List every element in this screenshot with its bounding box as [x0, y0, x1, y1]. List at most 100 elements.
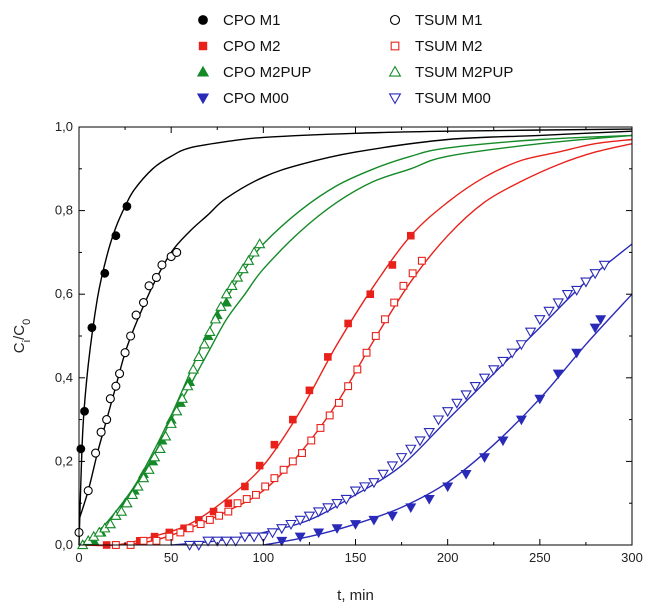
- point-cpo-m00: [442, 482, 454, 493]
- point-tsum-m2: [185, 524, 194, 533]
- point-tsum-m2pup: [209, 313, 222, 324]
- point-tsum-m00: [377, 469, 389, 480]
- point-tsum-m00: [432, 415, 445, 426]
- point-tsum-m1: [120, 348, 130, 358]
- point-cpo-m2: [270, 440, 279, 449]
- point-tsum-m00: [552, 298, 565, 309]
- point-tsum-m2pup: [115, 505, 128, 516]
- point-tsum-m1: [151, 272, 161, 283]
- point-tsum-m00: [266, 528, 279, 539]
- point-tsum-m00: [506, 348, 518, 359]
- legend-label-cpo-m1: CPO M1: [223, 12, 281, 29]
- point-tsum-m00: [322, 503, 334, 514]
- legend-marker-tsum-m2: [390, 41, 400, 51]
- x-tick-label: 50: [164, 550, 178, 565]
- point-cpo-m00: [405, 503, 417, 513]
- point-cpo-m2: [305, 386, 314, 395]
- point-cpo-m00: [368, 515, 380, 526]
- point-tsum-m2: [176, 528, 185, 537]
- point-tsum-m1: [115, 369, 125, 379]
- point-tsum-m2pup: [176, 392, 188, 403]
- point-cpo-m2: [324, 353, 332, 361]
- point-tsum-m1: [126, 331, 136, 341]
- legend: CPO M1 TSUM M1 CPO M2 TSUM M2 CPO M2PUP TSUM …: [196, 12, 513, 107]
- point-cpo-m00: [497, 436, 509, 447]
- point-tsum-m2pup: [220, 288, 233, 299]
- point-cpo-m00: [479, 453, 491, 463]
- point-tsum-m00: [331, 499, 343, 510]
- point-tsum-m2: [242, 495, 251, 503]
- point-cpo-m00: [313, 528, 325, 539]
- point-tsum-m2: [252, 490, 260, 499]
- fit-curve-cpo-m2: [78, 138, 633, 547]
- point-cpo-m2: [388, 261, 397, 269]
- y-tick-label: 0,0: [55, 537, 73, 552]
- legend-marker-tsum-m2pup: [388, 65, 402, 77]
- point-tsum-m00: [451, 398, 463, 409]
- point-tsum-m2pup: [248, 246, 260, 257]
- point-tsum-m2: [261, 482, 270, 491]
- point-tsum-m00: [570, 285, 583, 296]
- point-tsum-m00: [478, 373, 491, 384]
- point-tsum-m2pup: [170, 405, 183, 416]
- point-tsum-m00: [312, 507, 325, 518]
- y-tick-label: 0,4: [55, 370, 73, 385]
- point-tsum-m00: [414, 436, 426, 447]
- plot-frame: [78, 126, 633, 546]
- point-cpo-m00: [294, 532, 306, 543]
- point-tsum-m2: [233, 499, 242, 508]
- point-tsum-m1: [91, 448, 101, 458]
- point-tsum-m2: [270, 474, 279, 483]
- x-tick-label: 250: [529, 550, 551, 565]
- point-tsum-m1: [138, 298, 149, 308]
- point-tsum-m2: [215, 511, 224, 520]
- point-tsum-m1: [131, 310, 141, 320]
- point-tsum-m2: [334, 398, 343, 407]
- point-tsum-m2: [325, 411, 334, 420]
- point-tsum-m2pup: [159, 430, 172, 441]
- point-tsum-m00: [239, 532, 251, 543]
- y-tick-label: 1,0: [55, 119, 73, 134]
- y-axis-label-sub2: 0: [21, 319, 33, 325]
- point-tsum-m2pup: [143, 463, 155, 474]
- point-tsum-m00: [193, 540, 205, 551]
- x-axis-ticks: 0 50 100 150 200 250 300: [75, 127, 643, 565]
- point-tsum-m2: [408, 269, 417, 278]
- point-tsum-m2: [307, 436, 316, 445]
- point-tsum-m2: [381, 315, 389, 324]
- legend-marker-cpo-m2pup: [196, 65, 210, 77]
- point-cpo-m00: [552, 369, 564, 380]
- point-tsum-m00: [248, 532, 260, 543]
- point-tsum-m00: [276, 524, 288, 535]
- point-tsum-m2: [371, 332, 380, 340]
- point-cpo-m00: [589, 323, 601, 334]
- point-tsum-m00: [340, 494, 353, 505]
- point-cpo-m00: [460, 469, 472, 480]
- fit-curve-tsum-m2pup: [78, 134, 633, 546]
- point-cpo-m00: [571, 348, 583, 359]
- point-tsum-m00: [561, 290, 574, 301]
- point-tsum-m2pup: [198, 338, 211, 349]
- legend-marker-cpo-m1: [198, 15, 208, 25]
- point-tsum-m2pup: [148, 451, 161, 462]
- fit-curve-tsum-m2: [78, 143, 633, 547]
- point-tsum-m1: [83, 486, 93, 496]
- y-axis-label-main: C: [11, 342, 28, 353]
- y-tick-label: 0,2: [55, 453, 73, 468]
- point-tsum-m00: [349, 486, 362, 497]
- point-tsum-m1: [105, 394, 115, 404]
- point-tsum-m1: [96, 427, 106, 437]
- y-axis-label-sub1: i: [21, 340, 33, 342]
- legend-label-cpo-m2pup: CPO M2PUP: [223, 64, 311, 81]
- point-cpo-m2: [366, 290, 375, 298]
- point-cpo-m00: [350, 520, 361, 530]
- x-tick-label: 0: [75, 550, 82, 565]
- point-tsum-m1: [111, 381, 121, 391]
- point-tsum-m2: [279, 465, 288, 474]
- point-tsum-m2pup: [204, 325, 216, 336]
- point-cpo-m2pup: [220, 296, 232, 307]
- point-cpo-m2: [406, 231, 415, 240]
- legend-label-tsum-m1: TSUM M1: [415, 12, 483, 29]
- fit-curves: [78, 128, 633, 547]
